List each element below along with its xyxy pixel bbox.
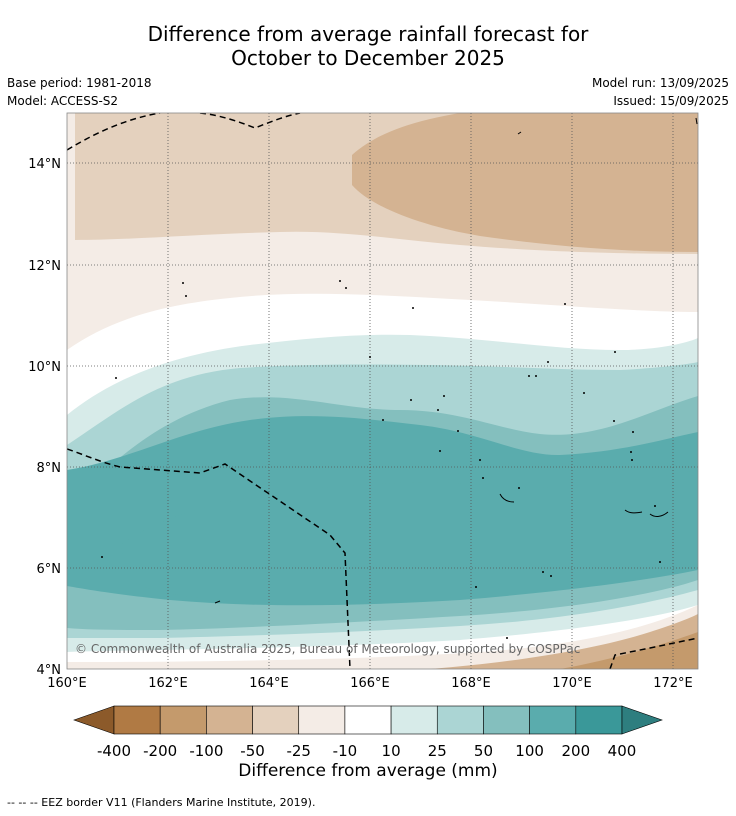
colorbar-tick-label: 400 xyxy=(607,742,637,760)
eez-borders xyxy=(67,113,698,669)
colorbar-segment xyxy=(298,705,346,735)
title-line-2: October to December 2025 xyxy=(231,46,505,70)
colorbar-segment xyxy=(436,705,484,735)
colorbar-segment xyxy=(483,705,530,735)
colorbar-tick-label: 100 xyxy=(515,742,544,760)
title-line-1: Difference from average rainfall forecas… xyxy=(147,22,589,46)
colorbar-tick-label: 200 xyxy=(561,742,591,760)
colorbar-segment xyxy=(206,705,253,735)
map-frame xyxy=(66,112,699,670)
gridlines xyxy=(67,113,698,669)
lat-label: 4°N xyxy=(37,663,62,678)
lat-label: 8°N xyxy=(37,461,62,476)
latitude-labels: 14°N 12°N 10°N 8°N 6°N 4°N xyxy=(28,157,61,678)
longitude-labels: 160°E 162°E 164°E 166°E 168°E 170°E 172°… xyxy=(47,676,693,691)
lon-label: 166°E xyxy=(350,676,390,691)
colorbar-tick-label: -50 xyxy=(240,742,265,760)
issued-date: Issued: 15/09/2025 xyxy=(613,94,729,108)
colorbar-segment xyxy=(252,705,300,735)
colorbar-segment xyxy=(529,705,577,735)
colorbar-tick-label: -10 xyxy=(332,742,358,760)
colorbar-title: Difference from average (mm) xyxy=(238,761,498,781)
colorbar-extend-high xyxy=(621,705,663,735)
lon-label: 160°E xyxy=(47,676,87,691)
model-run: Model run: 13/09/2025 xyxy=(591,76,729,90)
colorbar-tick-label: -400 xyxy=(96,742,132,760)
colorbar-segment xyxy=(113,705,161,735)
model-name: Model: ACCESS-S2 xyxy=(7,94,119,108)
meta-left: Base period: 1981-2018 Model: ACCESS-S2 xyxy=(7,74,152,110)
south-band-minus-10 xyxy=(67,605,698,669)
rainfall-contours xyxy=(67,113,698,669)
band-minus-50 xyxy=(352,113,698,252)
colorbar-tick-label: -200 xyxy=(143,742,178,760)
colorbar-tick-label: 10 xyxy=(381,742,401,760)
lat-label: 14°N xyxy=(28,157,61,172)
colorbar-tick-label: -25 xyxy=(286,742,311,760)
lat-label: 10°N xyxy=(28,360,61,375)
copyright-text: © Commonwealth of Australia 2025, Bureau… xyxy=(75,642,580,656)
colorbar xyxy=(73,705,663,735)
band-plus-200 xyxy=(120,470,698,605)
colorbar-tick-label: 50 xyxy=(473,742,493,760)
base-period: Base period: 1981-2018 xyxy=(7,76,152,90)
south-band-minus-100 xyxy=(560,632,698,669)
lon-label: 164°E xyxy=(249,676,289,691)
islands xyxy=(214,117,698,604)
colorbar-segment xyxy=(575,705,623,735)
meta-right: Model run: 13/09/2025 Issued: 15/09/2025 xyxy=(592,74,729,110)
eez-footnote: -- -- -- EEZ border V11 (Flanders Marine… xyxy=(7,796,316,809)
lon-label: 172°E xyxy=(653,676,693,691)
lat-label: 12°N xyxy=(28,259,61,274)
colorbar-segment xyxy=(344,705,392,735)
lon-label: 170°E xyxy=(552,676,592,691)
colorbar-segment xyxy=(390,705,438,735)
map-title: Difference from average rainfall forecas… xyxy=(0,22,736,70)
lon-label: 168°E xyxy=(451,676,491,691)
lon-label: 162°E xyxy=(148,676,188,691)
small-islands xyxy=(101,280,661,639)
colorbar-tick-label: 25 xyxy=(427,742,447,760)
lat-label: 6°N xyxy=(37,562,62,577)
colorbar-extend-low xyxy=(73,705,115,735)
colorbar-segment xyxy=(159,705,207,735)
colorbar-tick-label: -100 xyxy=(189,742,224,760)
